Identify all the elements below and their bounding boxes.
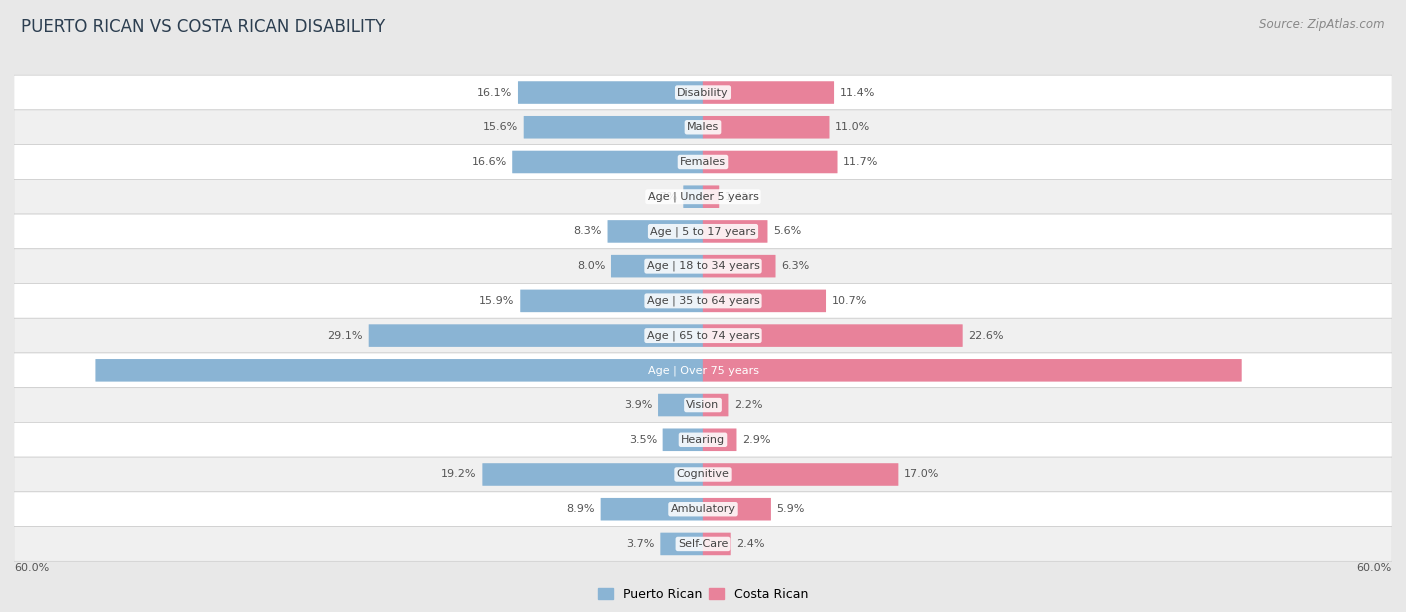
Legend: Puerto Rican, Costa Rican: Puerto Rican, Costa Rican [593, 583, 813, 606]
Text: Age | 65 to 74 years: Age | 65 to 74 years [647, 330, 759, 341]
FancyBboxPatch shape [600, 498, 703, 520]
Text: Age | 18 to 34 years: Age | 18 to 34 years [647, 261, 759, 271]
Text: Age | Over 75 years: Age | Over 75 years [648, 365, 758, 376]
FancyBboxPatch shape [703, 324, 963, 347]
Text: 8.0%: 8.0% [576, 261, 606, 271]
Text: Self-Care: Self-Care [678, 539, 728, 549]
Text: 15.9%: 15.9% [479, 296, 515, 306]
Text: 3.5%: 3.5% [628, 435, 657, 445]
Text: Males: Males [688, 122, 718, 132]
Text: Disability: Disability [678, 88, 728, 97]
Text: 5.9%: 5.9% [776, 504, 804, 514]
Text: 60.0%: 60.0% [1357, 563, 1392, 573]
Text: Hearing: Hearing [681, 435, 725, 445]
Text: 8.3%: 8.3% [574, 226, 602, 236]
FancyBboxPatch shape [14, 318, 1392, 353]
FancyBboxPatch shape [14, 283, 1392, 318]
Text: 1.4%: 1.4% [725, 192, 754, 202]
FancyBboxPatch shape [703, 428, 737, 451]
FancyBboxPatch shape [482, 463, 703, 486]
FancyBboxPatch shape [14, 214, 1392, 249]
FancyBboxPatch shape [612, 255, 703, 277]
Text: PUERTO RICAN VS COSTA RICAN DISABILITY: PUERTO RICAN VS COSTA RICAN DISABILITY [21, 18, 385, 36]
FancyBboxPatch shape [96, 359, 703, 382]
Text: 3.9%: 3.9% [624, 400, 652, 410]
FancyBboxPatch shape [703, 359, 1241, 382]
Text: 11.7%: 11.7% [844, 157, 879, 167]
Text: 17.0%: 17.0% [904, 469, 939, 479]
FancyBboxPatch shape [703, 116, 830, 138]
FancyBboxPatch shape [14, 457, 1392, 492]
FancyBboxPatch shape [14, 144, 1392, 179]
Text: 8.9%: 8.9% [567, 504, 595, 514]
FancyBboxPatch shape [14, 387, 1392, 422]
Text: 22.6%: 22.6% [969, 330, 1004, 341]
Text: Source: ZipAtlas.com: Source: ZipAtlas.com [1260, 18, 1385, 31]
FancyBboxPatch shape [703, 185, 720, 208]
Text: 6.3%: 6.3% [782, 261, 810, 271]
Text: 5.6%: 5.6% [773, 226, 801, 236]
FancyBboxPatch shape [520, 289, 703, 312]
FancyBboxPatch shape [658, 394, 703, 416]
Text: 15.6%: 15.6% [482, 122, 519, 132]
Text: 3.7%: 3.7% [627, 539, 655, 549]
Text: 10.7%: 10.7% [831, 296, 868, 306]
Text: Vision: Vision [686, 400, 720, 410]
FancyBboxPatch shape [703, 463, 898, 486]
FancyBboxPatch shape [703, 532, 731, 555]
FancyBboxPatch shape [703, 220, 768, 243]
FancyBboxPatch shape [14, 422, 1392, 457]
Text: 11.4%: 11.4% [839, 88, 875, 97]
Text: Females: Females [681, 157, 725, 167]
Text: Age | Under 5 years: Age | Under 5 years [648, 192, 758, 202]
FancyBboxPatch shape [368, 324, 703, 347]
FancyBboxPatch shape [703, 151, 838, 173]
Text: Age | 5 to 17 years: Age | 5 to 17 years [650, 226, 756, 237]
Text: 11.0%: 11.0% [835, 122, 870, 132]
Text: 2.2%: 2.2% [734, 400, 762, 410]
FancyBboxPatch shape [14, 492, 1392, 526]
Text: 16.6%: 16.6% [471, 157, 506, 167]
FancyBboxPatch shape [683, 185, 703, 208]
FancyBboxPatch shape [662, 428, 703, 451]
FancyBboxPatch shape [703, 81, 834, 104]
FancyBboxPatch shape [14, 249, 1392, 283]
FancyBboxPatch shape [703, 255, 776, 277]
Text: 16.1%: 16.1% [477, 88, 512, 97]
FancyBboxPatch shape [517, 81, 703, 104]
FancyBboxPatch shape [523, 116, 703, 138]
Text: 52.9%: 52.9% [20, 365, 59, 375]
FancyBboxPatch shape [14, 110, 1392, 144]
FancyBboxPatch shape [703, 498, 770, 520]
FancyBboxPatch shape [14, 353, 1392, 387]
Text: 2.4%: 2.4% [737, 539, 765, 549]
FancyBboxPatch shape [14, 526, 1392, 561]
FancyBboxPatch shape [703, 394, 728, 416]
Text: 46.9%: 46.9% [1347, 365, 1386, 375]
Text: Ambulatory: Ambulatory [671, 504, 735, 514]
FancyBboxPatch shape [512, 151, 703, 173]
Text: 2.9%: 2.9% [742, 435, 770, 445]
FancyBboxPatch shape [703, 289, 827, 312]
Text: Age | 35 to 64 years: Age | 35 to 64 years [647, 296, 759, 306]
FancyBboxPatch shape [607, 220, 703, 243]
Text: 1.7%: 1.7% [650, 192, 678, 202]
Text: 29.1%: 29.1% [328, 330, 363, 341]
Text: Cognitive: Cognitive [676, 469, 730, 479]
FancyBboxPatch shape [14, 179, 1392, 214]
Text: 60.0%: 60.0% [14, 563, 49, 573]
FancyBboxPatch shape [14, 75, 1392, 110]
Text: 19.2%: 19.2% [441, 469, 477, 479]
FancyBboxPatch shape [661, 532, 703, 555]
